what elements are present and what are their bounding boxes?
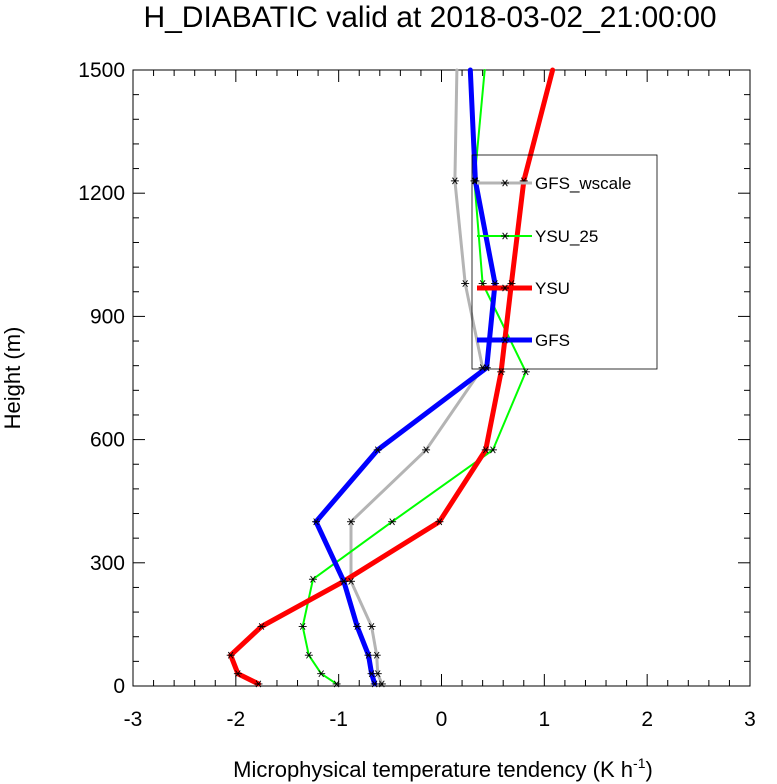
series-ysu-point	[257, 622, 266, 630]
plot-frame	[132, 69, 751, 687]
series-gfs-point	[353, 622, 362, 630]
series-gfs-point	[373, 446, 382, 454]
series-ysu-line	[228, 67, 556, 687]
series-ysu-25-point	[317, 670, 326, 678]
y-tick-label: 0	[113, 675, 125, 698]
x-axis-label-suffix: )	[645, 757, 652, 782]
x-tick-label: 2	[641, 708, 653, 731]
series-gfs-wscale-line	[349, 68, 485, 686]
series-gfs-wscale-point	[347, 518, 356, 526]
series-ysu-legend-marker	[501, 284, 509, 292]
series-gfs-point	[339, 577, 348, 585]
series-gfs-wscale-legend-marker	[501, 179, 509, 187]
x-tick-label: 1	[538, 708, 550, 731]
series-gfs-legend-label: GFS	[535, 331, 570, 350]
x-tick-label: 0	[436, 708, 448, 731]
series-gfs-line	[313, 67, 498, 687]
x-axis-label-main: Microphysical temperature tendency (K h	[233, 757, 633, 782]
x-tick-label: -1	[329, 708, 348, 731]
series-ysu-point	[497, 368, 506, 376]
series-ysu-25-line	[301, 69, 527, 685]
series-gfs-wscale-point	[422, 446, 431, 454]
x-axis-label-sup: -1	[633, 755, 646, 771]
series-ysu-point	[233, 670, 242, 678]
y-tick-label: 900	[90, 305, 125, 328]
y-tick-label: 300	[90, 552, 125, 575]
series-ysu-25-point	[388, 518, 397, 526]
series-gfs-wscale-legend-label: GFS_wscale	[535, 174, 631, 193]
series-gfs-wscale-point	[367, 622, 376, 630]
legend: GFS_wscale YSU_25 YSU GFS	[471, 154, 658, 370]
series-ysu-25-point	[298, 622, 307, 630]
series-gfs-point	[312, 518, 321, 526]
series-gfs-point	[482, 364, 491, 372]
series-ysu-25-legend-label: YSU_25	[535, 227, 598, 246]
series-ysu-point	[226, 651, 235, 659]
series-gfs-wscale-point	[450, 177, 459, 185]
chart-title: H_DIABATIC valid at 2018-03-02_21:00:00	[143, 1, 716, 34]
ticks-layer: -3 -2 -1 0 1 2 3 0 300 600 900 1200 1500	[78, 59, 756, 731]
series-gfs-point	[364, 651, 373, 659]
series-gfs-wscale-point	[372, 651, 381, 659]
series-gfs-legend-marker	[501, 336, 509, 344]
y-tick-label: 1200	[78, 182, 125, 205]
series-ysu-legend-label: YSU	[535, 279, 570, 298]
series-ysu-25-point	[308, 575, 317, 583]
series-gfs-wscale-point	[461, 280, 470, 288]
series-ysu-25-point	[521, 368, 530, 376]
y-tick-label: 1500	[78, 59, 125, 82]
y-tick-label: 600	[90, 429, 125, 452]
series-layer	[226, 67, 556, 688]
series-ysu-25-point	[332, 680, 341, 688]
series-gfs-point	[370, 680, 379, 688]
series-gfs-point	[367, 670, 376, 678]
x-tick-label: -3	[124, 708, 143, 731]
series-ysu-25-legend-marker	[501, 232, 509, 240]
legend-box	[471, 154, 658, 370]
series-ysu-point	[481, 446, 490, 454]
x-tick-label: -2	[226, 708, 245, 731]
series-ysu-25-point	[304, 651, 313, 659]
y-axis-label: Height (m)	[0, 327, 25, 430]
series-ysu-point	[435, 518, 444, 526]
series-gfs-wscale-point	[377, 680, 386, 688]
x-tick-label: 3	[744, 708, 756, 731]
series-ysu-25-point	[488, 446, 497, 454]
series-ysu-point	[254, 680, 263, 688]
x-axis-label: Microphysical temperature tendency (K h-…	[233, 755, 653, 782]
series-gfs-wscale-point	[347, 577, 356, 585]
